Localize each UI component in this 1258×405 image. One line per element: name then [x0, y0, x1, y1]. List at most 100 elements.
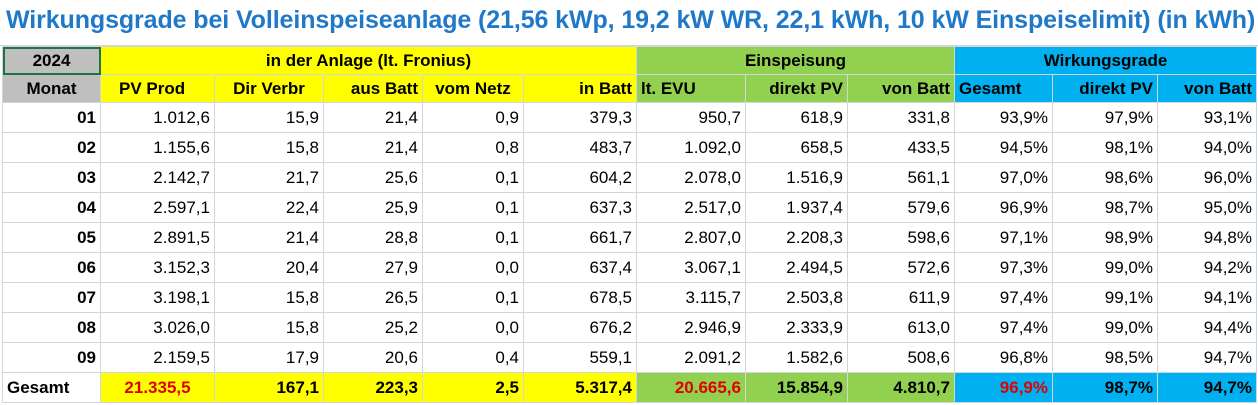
cell-monat[interactable]: 09	[2, 342, 101, 373]
cell-in-batt[interactable]: 559,1	[523, 342, 637, 373]
cell-gesamt-pct[interactable]: 96,8%	[954, 342, 1053, 373]
cell-von-batt-pct[interactable]: 93,1%	[1157, 102, 1257, 133]
cell-pv-prod[interactable]: 1.012,6	[100, 102, 215, 133]
cell-aus-batt[interactable]: 21,4	[323, 102, 423, 133]
col-header-direkt-pv[interactable]: direkt PV	[745, 74, 848, 103]
total-vom-netz[interactable]: 2,5	[422, 372, 524, 403]
cell-pv-prod[interactable]: 3.152,3	[100, 252, 215, 283]
cell-direkt-pv[interactable]: 2.333,9	[745, 312, 848, 343]
cell-lt-evu[interactable]: 3.067,1	[636, 252, 746, 283]
group-header-anlage[interactable]: in der Anlage (lt. Fronius)	[100, 46, 637, 75]
cell-monat[interactable]: 07	[2, 282, 101, 313]
cell-lt-evu[interactable]: 2.091,2	[636, 342, 746, 373]
cell-monat[interactable]: 05	[2, 222, 101, 253]
cell-von-batt-pct[interactable]: 94,2%	[1157, 252, 1257, 283]
cell-vom-netz[interactable]: 0,1	[422, 162, 524, 193]
cell-von-batt[interactable]: 508,6	[847, 342, 955, 373]
cell-von-batt-pct[interactable]: 94,4%	[1157, 312, 1257, 343]
cell-dir-verbr[interactable]: 22,4	[214, 192, 324, 223]
cell-vom-netz[interactable]: 0,0	[422, 252, 524, 283]
cell-vom-netz[interactable]: 0,0	[422, 312, 524, 343]
cell-gesamt-pct[interactable]: 97,3%	[954, 252, 1053, 283]
total-pv-prod[interactable]: 21.335,5	[100, 372, 215, 403]
cell-pv-prod[interactable]: 3.026,0	[100, 312, 215, 343]
cell-pv-prod[interactable]: 2.891,5	[100, 222, 215, 253]
col-header-vom-netz[interactable]: vom Netz	[422, 74, 524, 103]
cell-monat[interactable]: 06	[2, 252, 101, 283]
total-direkt-pv[interactable]: 15.854,9	[745, 372, 848, 403]
total-monat[interactable]: Gesamt	[2, 372, 101, 403]
cell-von-batt-pct[interactable]: 94,0%	[1157, 132, 1257, 163]
cell-aus-batt[interactable]: 25,6	[323, 162, 423, 193]
cell-dir-verbr[interactable]: 21,4	[214, 222, 324, 253]
cell-direkt-pv-pct[interactable]: 99,0%	[1052, 312, 1158, 343]
cell-dir-verbr[interactable]: 17,9	[214, 342, 324, 373]
cell-pv-prod[interactable]: 1.155,6	[100, 132, 215, 163]
cell-aus-batt[interactable]: 28,8	[323, 222, 423, 253]
cell-von-batt[interactable]: 561,1	[847, 162, 955, 193]
cell-von-batt-pct[interactable]: 96,0%	[1157, 162, 1257, 193]
cell-aus-batt[interactable]: 20,6	[323, 342, 423, 373]
total-von-batt[interactable]: 4.810,7	[847, 372, 955, 403]
cell-dir-verbr[interactable]: 15,9	[214, 102, 324, 133]
cell-direkt-pv[interactable]: 2.503,8	[745, 282, 848, 313]
col-header-gesamt[interactable]: Gesamt	[954, 74, 1053, 103]
cell-von-batt-pct[interactable]: 95,0%	[1157, 192, 1257, 223]
cell-monat[interactable]: 02	[2, 132, 101, 163]
cell-gesamt-pct[interactable]: 97,0%	[954, 162, 1053, 193]
total-in-batt[interactable]: 5.317,4	[523, 372, 637, 403]
cell-von-batt[interactable]: 613,0	[847, 312, 955, 343]
cell-aus-batt[interactable]: 27,9	[323, 252, 423, 283]
cell-direkt-pv-pct[interactable]: 98,7%	[1052, 192, 1158, 223]
cell-dir-verbr[interactable]: 20,4	[214, 252, 324, 283]
group-header-einspeisung[interactable]: Einspeisung	[636, 46, 955, 75]
cell-direkt-pv[interactable]: 1.582,6	[745, 342, 848, 373]
col-header-von-batt-pct[interactable]: von Batt	[1157, 74, 1257, 103]
cell-gesamt-pct[interactable]: 93,9%	[954, 102, 1053, 133]
cell-pv-prod[interactable]: 2.597,1	[100, 192, 215, 223]
cell-gesamt-pct[interactable]: 96,9%	[954, 192, 1053, 223]
cell-von-batt-pct[interactable]: 94,1%	[1157, 282, 1257, 313]
cell-von-batt[interactable]: 433,5	[847, 132, 955, 163]
total-gesamt-pct[interactable]: 96,9%	[954, 372, 1053, 403]
cell-von-batt[interactable]: 572,6	[847, 252, 955, 283]
cell-gesamt-pct[interactable]: 97,1%	[954, 222, 1053, 253]
cell-lt-evu[interactable]: 2.517,0	[636, 192, 746, 223]
cell-von-batt[interactable]: 598,6	[847, 222, 955, 253]
cell-vom-netz[interactable]: 0,1	[422, 222, 524, 253]
cell-lt-evu[interactable]: 1.092,0	[636, 132, 746, 163]
cell-in-batt[interactable]: 678,5	[523, 282, 637, 313]
cell-aus-batt[interactable]: 25,9	[323, 192, 423, 223]
cell-direkt-pv-pct[interactable]: 98,1%	[1052, 132, 1158, 163]
cell-direkt-pv[interactable]: 2.208,3	[745, 222, 848, 253]
col-header-in-batt[interactable]: in Batt	[523, 74, 637, 103]
cell-aus-batt[interactable]: 25,2	[323, 312, 423, 343]
cell-gesamt-pct[interactable]: 97,4%	[954, 282, 1053, 313]
cell-von-batt-pct[interactable]: 94,7%	[1157, 342, 1257, 373]
total-von-batt-pct[interactable]: 94,7%	[1157, 372, 1257, 403]
cell-in-batt[interactable]: 379,3	[523, 102, 637, 133]
total-lt-evu[interactable]: 20.665,6	[636, 372, 746, 403]
total-dir-verbr[interactable]: 167,1	[214, 372, 324, 403]
total-aus-batt[interactable]: 223,3	[323, 372, 423, 403]
cell-direkt-pv[interactable]: 2.494,5	[745, 252, 848, 283]
col-header-monat[interactable]: Monat	[2, 74, 101, 103]
cell-dir-verbr[interactable]: 15,8	[214, 282, 324, 313]
cell-monat[interactable]: 03	[2, 162, 101, 193]
group-header-wirkungsgrade[interactable]: Wirkungsgrade	[954, 46, 1257, 75]
cell-direkt-pv[interactable]: 1.516,9	[745, 162, 848, 193]
cell-monat[interactable]: 01	[2, 102, 101, 133]
cell-in-batt[interactable]: 676,2	[523, 312, 637, 343]
cell-direkt-pv[interactable]: 618,9	[745, 102, 848, 133]
cell-direkt-pv-pct[interactable]: 98,9%	[1052, 222, 1158, 253]
col-header-dir-verbr[interactable]: Dir Verbr	[214, 74, 324, 103]
cell-von-batt[interactable]: 331,8	[847, 102, 955, 133]
cell-vom-netz[interactable]: 0,1	[422, 192, 524, 223]
cell-gesamt-pct[interactable]: 97,4%	[954, 312, 1053, 343]
cell-direkt-pv-pct[interactable]: 99,1%	[1052, 282, 1158, 313]
cell-direkt-pv[interactable]: 1.937,4	[745, 192, 848, 223]
cell-aus-batt[interactable]: 21,4	[323, 132, 423, 163]
cell-lt-evu[interactable]: 950,7	[636, 102, 746, 133]
col-header-aus-batt[interactable]: aus Batt	[323, 74, 423, 103]
cell-in-batt[interactable]: 661,7	[523, 222, 637, 253]
